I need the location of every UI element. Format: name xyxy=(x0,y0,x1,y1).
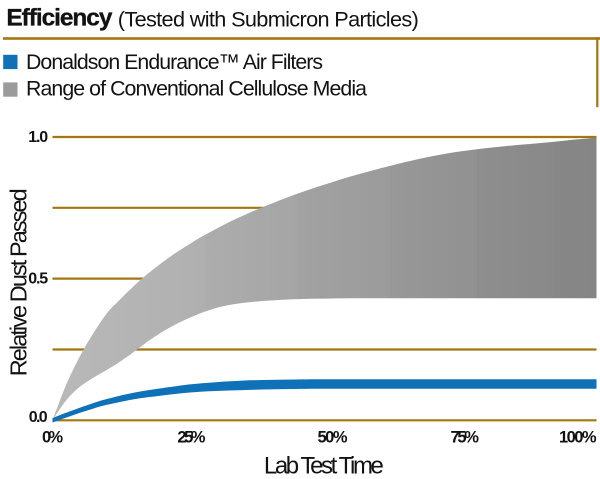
x-axis-title: Lab Test Time xyxy=(264,452,384,479)
donaldson-endurance-curve xyxy=(52,379,597,423)
legend-swatch-cellulose xyxy=(3,82,18,97)
legend-label-donaldson: Donaldson Endurance™ Air Filters xyxy=(26,50,323,74)
x-tick-label-50: 50% xyxy=(318,429,348,447)
x-tick-label-100: 100% xyxy=(559,429,597,447)
conventional-cellulose-range-band xyxy=(52,137,597,421)
y-tick-label-1.0: 1.0 xyxy=(28,129,48,146)
title-divider-rule xyxy=(3,37,600,40)
legend-label-cellulose: Range of Conventional Cellulose Media xyxy=(26,77,367,101)
x-tick-label-75: 75% xyxy=(450,429,479,447)
y-tick-label-0.0: 0.0 xyxy=(29,409,48,426)
y-axis-title: Relative Dust Passed xyxy=(5,188,31,376)
x-axis-tick-labels: 0% 25% 50% 75% 100% xyxy=(42,429,597,447)
legend: Donaldson Endurance™ Air Filters Range o… xyxy=(3,50,367,101)
page-title: Efficiency xyxy=(6,4,112,31)
y-axis-tick-labels: 1.0 0.5 0.0 xyxy=(28,129,48,426)
legend-swatch-donaldson xyxy=(3,54,18,70)
plot-area xyxy=(52,135,597,423)
page-subtitle: (Tested with Submicron Particles) xyxy=(118,6,419,31)
x-tick-label-0: 0% xyxy=(42,429,63,447)
x-tick-label-25: 25% xyxy=(177,429,205,447)
border-right-segment xyxy=(596,37,599,108)
y-tick-label-0.5: 0.5 xyxy=(28,271,48,288)
